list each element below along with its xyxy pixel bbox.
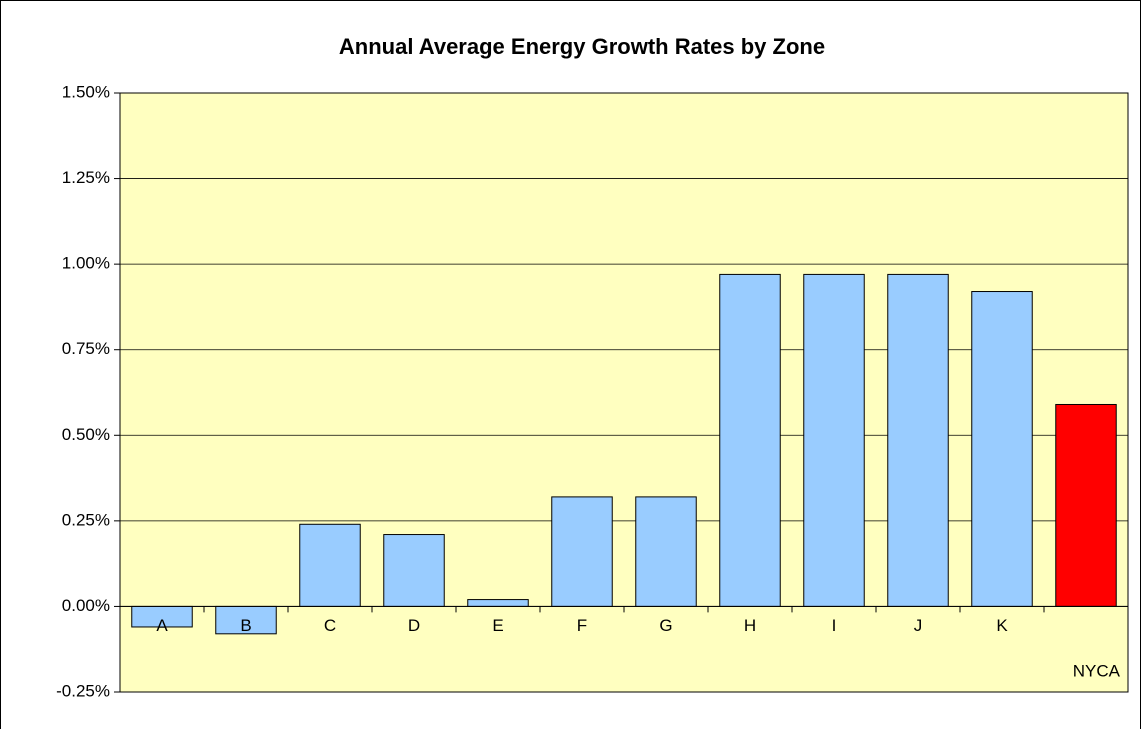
bar [551, 496, 613, 607]
x-tick-label: C [324, 616, 336, 635]
x-tick-label: D [408, 616, 420, 635]
y-tick-label: 1.00% [62, 254, 110, 273]
x-tick-label: F [577, 616, 587, 635]
bar [383, 534, 445, 607]
y-tick-label: 0.00% [62, 596, 110, 615]
x-tick-label: NYCA [1073, 661, 1121, 680]
x-tick-label: A [156, 616, 168, 635]
x-tick-label: H [744, 616, 756, 635]
bar [971, 291, 1033, 607]
bar [803, 273, 865, 607]
y-tick-label: 0.75% [62, 339, 110, 358]
bar [299, 523, 361, 607]
y-tick-label: 0.50% [62, 425, 110, 444]
bar [1055, 403, 1117, 607]
bar [635, 496, 697, 607]
y-tick-label: 1.50% [62, 82, 110, 101]
x-tick-label: B [240, 616, 251, 635]
x-tick-label: J [914, 616, 923, 635]
chart-title: Annual Average Energy Growth Rates by Zo… [339, 34, 825, 59]
x-tick-label: K [996, 616, 1008, 635]
y-tick-label: 0.25% [62, 510, 110, 529]
bar [887, 273, 949, 607]
y-tick-label: -0.25% [56, 681, 110, 700]
x-tick-label: G [659, 616, 672, 635]
x-tick-label: I [832, 616, 837, 635]
bar [719, 273, 781, 607]
plot-area [119, 92, 1129, 693]
y-tick-label: 1.25% [62, 168, 110, 187]
bar [467, 599, 529, 607]
x-tick-label: E [492, 616, 503, 635]
bar [215, 605, 277, 635]
